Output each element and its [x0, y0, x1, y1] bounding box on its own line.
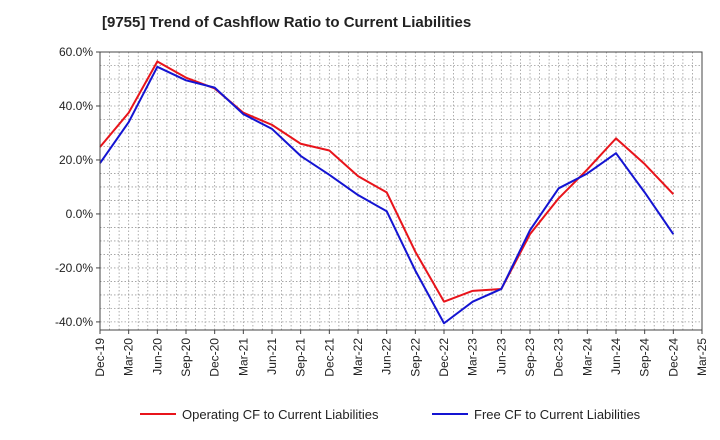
x-tick-label: Jun-24 [609, 338, 623, 375]
x-tick-label: Dec-22 [437, 338, 451, 377]
x-tick-label: Mar-25 [695, 338, 709, 376]
x-tick-label: Dec-21 [322, 338, 336, 377]
y-tick-label: 20.0% [59, 153, 93, 167]
legend-item-free-cf: Free CF to Current Liabilities [432, 407, 641, 422]
legend: Operating CF to Current Liabilities Free … [140, 407, 641, 422]
x-tick-label: Jun-23 [494, 338, 508, 375]
y-tick-label: -40.0% [55, 315, 93, 329]
x-tick-label: Jun-22 [380, 338, 394, 375]
y-tick-label: -20.0% [55, 261, 93, 275]
grid-layer [99, 51, 703, 330]
x-tick-label: Mar-22 [351, 338, 365, 376]
x-tick-label: Dec-24 [666, 338, 680, 377]
x-tick-label: Sep-21 [294, 338, 308, 377]
y-tick-label: 0.0% [66, 207, 94, 221]
x-tick-label: Dec-23 [552, 338, 566, 377]
x-tick-label: Jun-20 [150, 338, 164, 375]
legend-label: Operating CF to Current Liabilities [182, 407, 379, 422]
legend-label: Free CF to Current Liabilities [474, 407, 641, 422]
x-tick-label: Mar-20 [122, 338, 136, 376]
x-tick-label: Sep-23 [523, 338, 537, 377]
x-tick-label: Dec-19 [93, 338, 107, 377]
plot-frame [99, 51, 703, 331]
x-tick-label: Jun-21 [265, 338, 279, 375]
x-tick-label: Sep-24 [638, 338, 652, 377]
legend-item-operating-cf: Operating CF to Current Liabilities [140, 407, 379, 422]
x-tick-label: Mar-21 [236, 338, 250, 376]
y-tick-label: 40.0% [59, 99, 93, 113]
free-cf-series-line [99, 65, 675, 325]
x-tick-label: Sep-20 [179, 338, 193, 377]
axis-layer: 60.0% 40.0% 20.0% 0.0% -20.0% -40.0%Dec-19 Mar… [55, 45, 709, 377]
x-tick-label: Mar-23 [466, 338, 480, 376]
chart-title: [9755] Trend of Cashflow Ratio to Curren… [102, 14, 472, 31]
x-tick-label: Dec-20 [208, 338, 222, 377]
y-tick-label: 60.0% [59, 45, 93, 59]
x-tick-label: Sep-22 [408, 338, 422, 377]
series-layer [99, 60, 675, 325]
x-tick-label: Mar-24 [580, 338, 594, 376]
